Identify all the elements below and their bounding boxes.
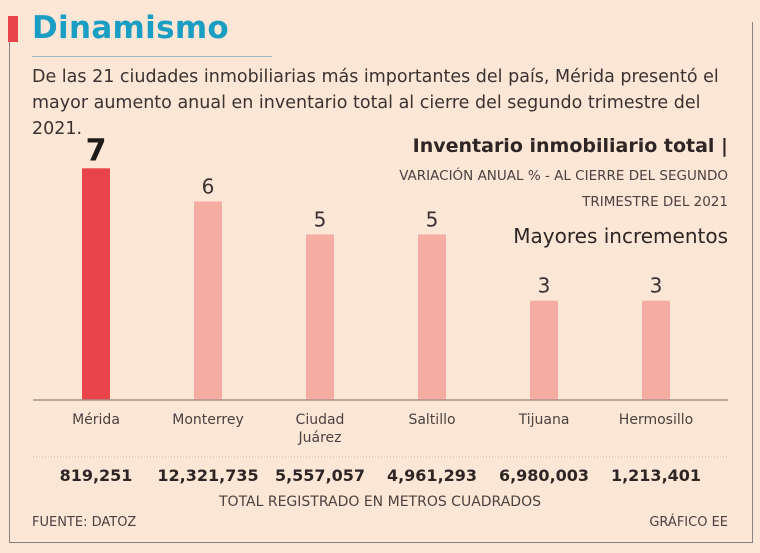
chart-title: Inventario inmobiliario total | [412,135,728,157]
data-label: 3 [538,274,551,298]
total-value: 1,213,401 [611,466,701,485]
total-value: 819,251 [60,466,133,485]
total-value: 4,961,293 [387,466,477,485]
frame [9,22,753,543]
totals-label: TOTAL REGISTRADO EN METROS CUADRADOS [219,494,541,510]
chart-tag: Mayores incrementos [513,224,728,248]
x-tick-label: Tijuana [518,412,570,428]
credit-note: GRÁFICO EE [649,515,728,530]
title-divider [32,56,272,57]
page-title: Dinamismo [32,10,230,46]
title-marker [8,16,18,42]
data-label: 7 [86,133,107,168]
source-note: FUENTE: DATOZ [32,515,137,530]
bar [418,234,446,400]
intro-text: De las 21 ciudades inmobiliarias más imp… [32,67,719,139]
x-tick-label: Monterrey [172,412,243,428]
bar [642,300,670,400]
x-tick-label: Saltillo [408,412,455,428]
total-value: 12,321,735 [157,466,258,485]
total-value: 5,557,057 [275,466,365,485]
x-tick-label: Hermosillo [619,412,693,428]
data-label: 6 [202,174,215,198]
bar [82,168,110,400]
bar [306,234,334,400]
total-value: 6,980,003 [499,466,589,485]
chart-subtitle: VARIACIÓN ANUAL % - AL CIERRE DEL SEGUND… [399,168,728,210]
data-label: 5 [426,208,439,232]
data-label: 5 [314,208,327,232]
x-tick-label: Ciudad Juárez [296,412,345,446]
x-tick-label: Mérida [72,412,120,428]
bar [194,201,222,400]
data-label: 3 [650,274,663,298]
bar [530,300,558,400]
